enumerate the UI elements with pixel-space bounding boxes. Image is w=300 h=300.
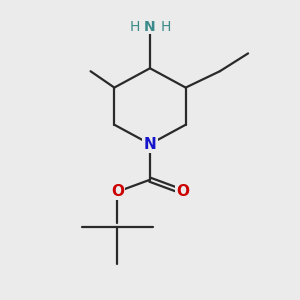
Text: O: O (176, 184, 189, 199)
Text: H: H (129, 20, 140, 34)
Text: N: N (144, 20, 156, 34)
Text: N: N (144, 136, 156, 152)
Text: O: O (111, 184, 124, 199)
Text: H: H (160, 20, 171, 34)
